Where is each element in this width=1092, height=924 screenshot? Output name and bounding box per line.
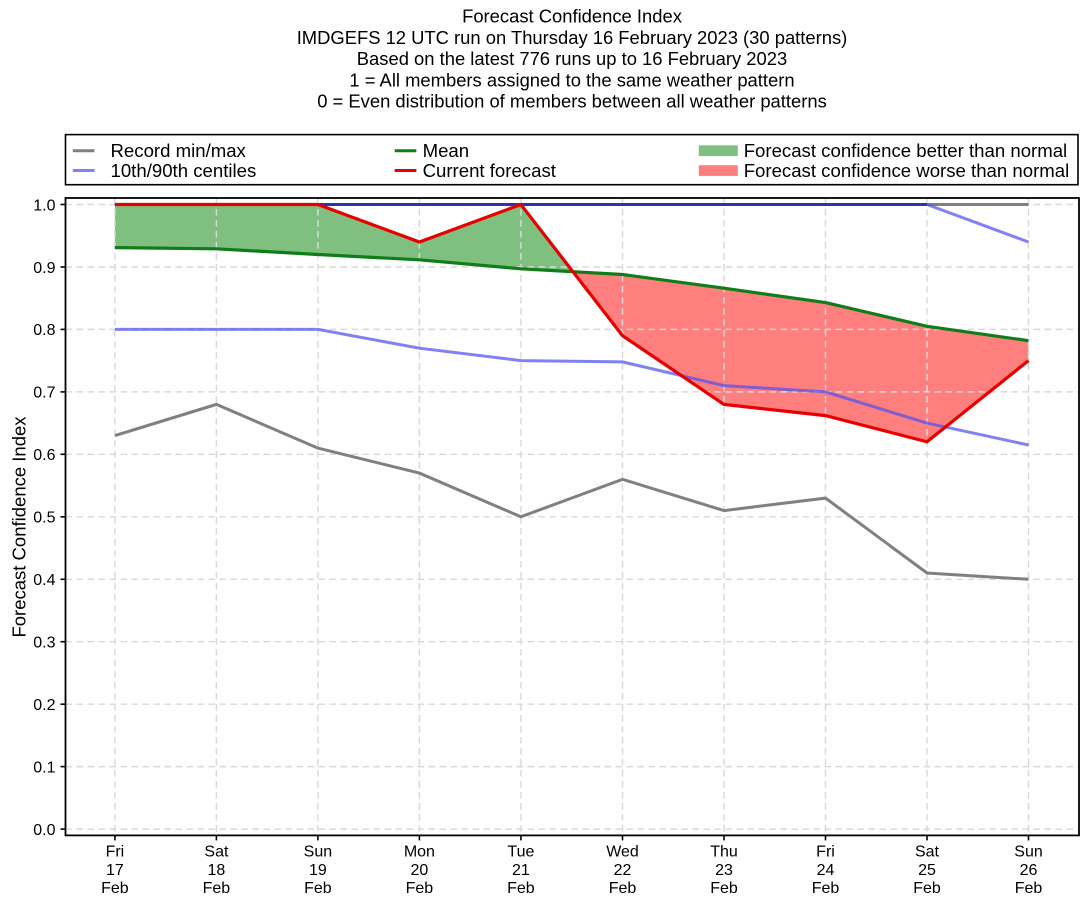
svg-text:Sat: Sat [915,843,940,860]
svg-text:Feb: Feb [101,880,129,897]
svg-text:Record min/max: Record min/max [111,140,247,161]
svg-text:Feb: Feb [913,880,941,897]
svg-text:Wed: Wed [606,843,639,860]
svg-text:Forecast Confidence Index: Forecast Confidence Index [9,416,30,638]
svg-text:0.8: 0.8 [33,322,55,339]
svg-text:0.1: 0.1 [33,759,55,776]
svg-text:0.4: 0.4 [33,572,55,589]
svg-text:0.5: 0.5 [33,510,55,527]
svg-text:Tue: Tue [507,843,534,860]
svg-text:Feb: Feb [812,880,840,897]
svg-text:19: 19 [309,862,327,879]
svg-text:Mean: Mean [423,140,470,161]
svg-text:25: 25 [918,862,936,879]
svg-text:Feb: Feb [406,880,434,897]
svg-text:Current forecast: Current forecast [423,160,557,181]
svg-text:Feb: Feb [1015,880,1043,897]
svg-text:Feb: Feb [710,880,738,897]
svg-text:23: 23 [715,862,733,879]
svg-text:21: 21 [512,862,530,879]
svg-text:Based on the latest 776 runs u: Based on the latest 776 runs up to 16 Fe… [357,48,787,69]
svg-text:Feb: Feb [203,880,231,897]
svg-text:Thu: Thu [710,843,738,860]
svg-text:Forecast Confidence Index: Forecast Confidence Index [462,6,682,27]
svg-text:IMDGEFS 12 UTC run on Thursday: IMDGEFS 12 UTC run on Thursday 16 Februa… [297,27,848,48]
svg-text:Sun: Sun [304,843,332,860]
svg-text:Mon: Mon [404,843,435,860]
svg-text:Fri: Fri [816,843,835,860]
svg-text:0.9: 0.9 [33,260,55,277]
svg-text:Forecast confidence better tha: Forecast confidence better than normal [744,140,1068,161]
svg-text:1.0: 1.0 [33,197,55,214]
svg-text:26: 26 [1020,862,1038,879]
svg-text:Fri: Fri [106,843,125,860]
svg-text:24: 24 [817,862,835,879]
svg-text:Sun: Sun [1014,843,1042,860]
svg-text:0.7: 0.7 [33,385,55,402]
svg-text:0.3: 0.3 [33,635,55,652]
svg-text:Forecast confidence worse than: Forecast confidence worse than normal [744,160,1070,181]
svg-text:Feb: Feb [304,880,332,897]
svg-text:0.0: 0.0 [33,822,55,839]
svg-text:Feb: Feb [507,880,535,897]
svg-text:18: 18 [208,862,226,879]
svg-text:20: 20 [411,862,429,879]
svg-text:0.6: 0.6 [33,447,55,464]
svg-text:Feb: Feb [609,880,637,897]
svg-text:1 = All members assigned to th: 1 = All members assigned to the same wea… [349,69,794,90]
svg-text:22: 22 [614,862,632,879]
svg-text:17: 17 [106,862,124,879]
svg-text:10th/90th centiles: 10th/90th centiles [111,160,257,181]
svg-text:0.2: 0.2 [33,697,55,714]
svg-text:Sat: Sat [204,843,229,860]
svg-text:0 = Even distribution of membe: 0 = Even distribution of members between… [317,91,827,112]
